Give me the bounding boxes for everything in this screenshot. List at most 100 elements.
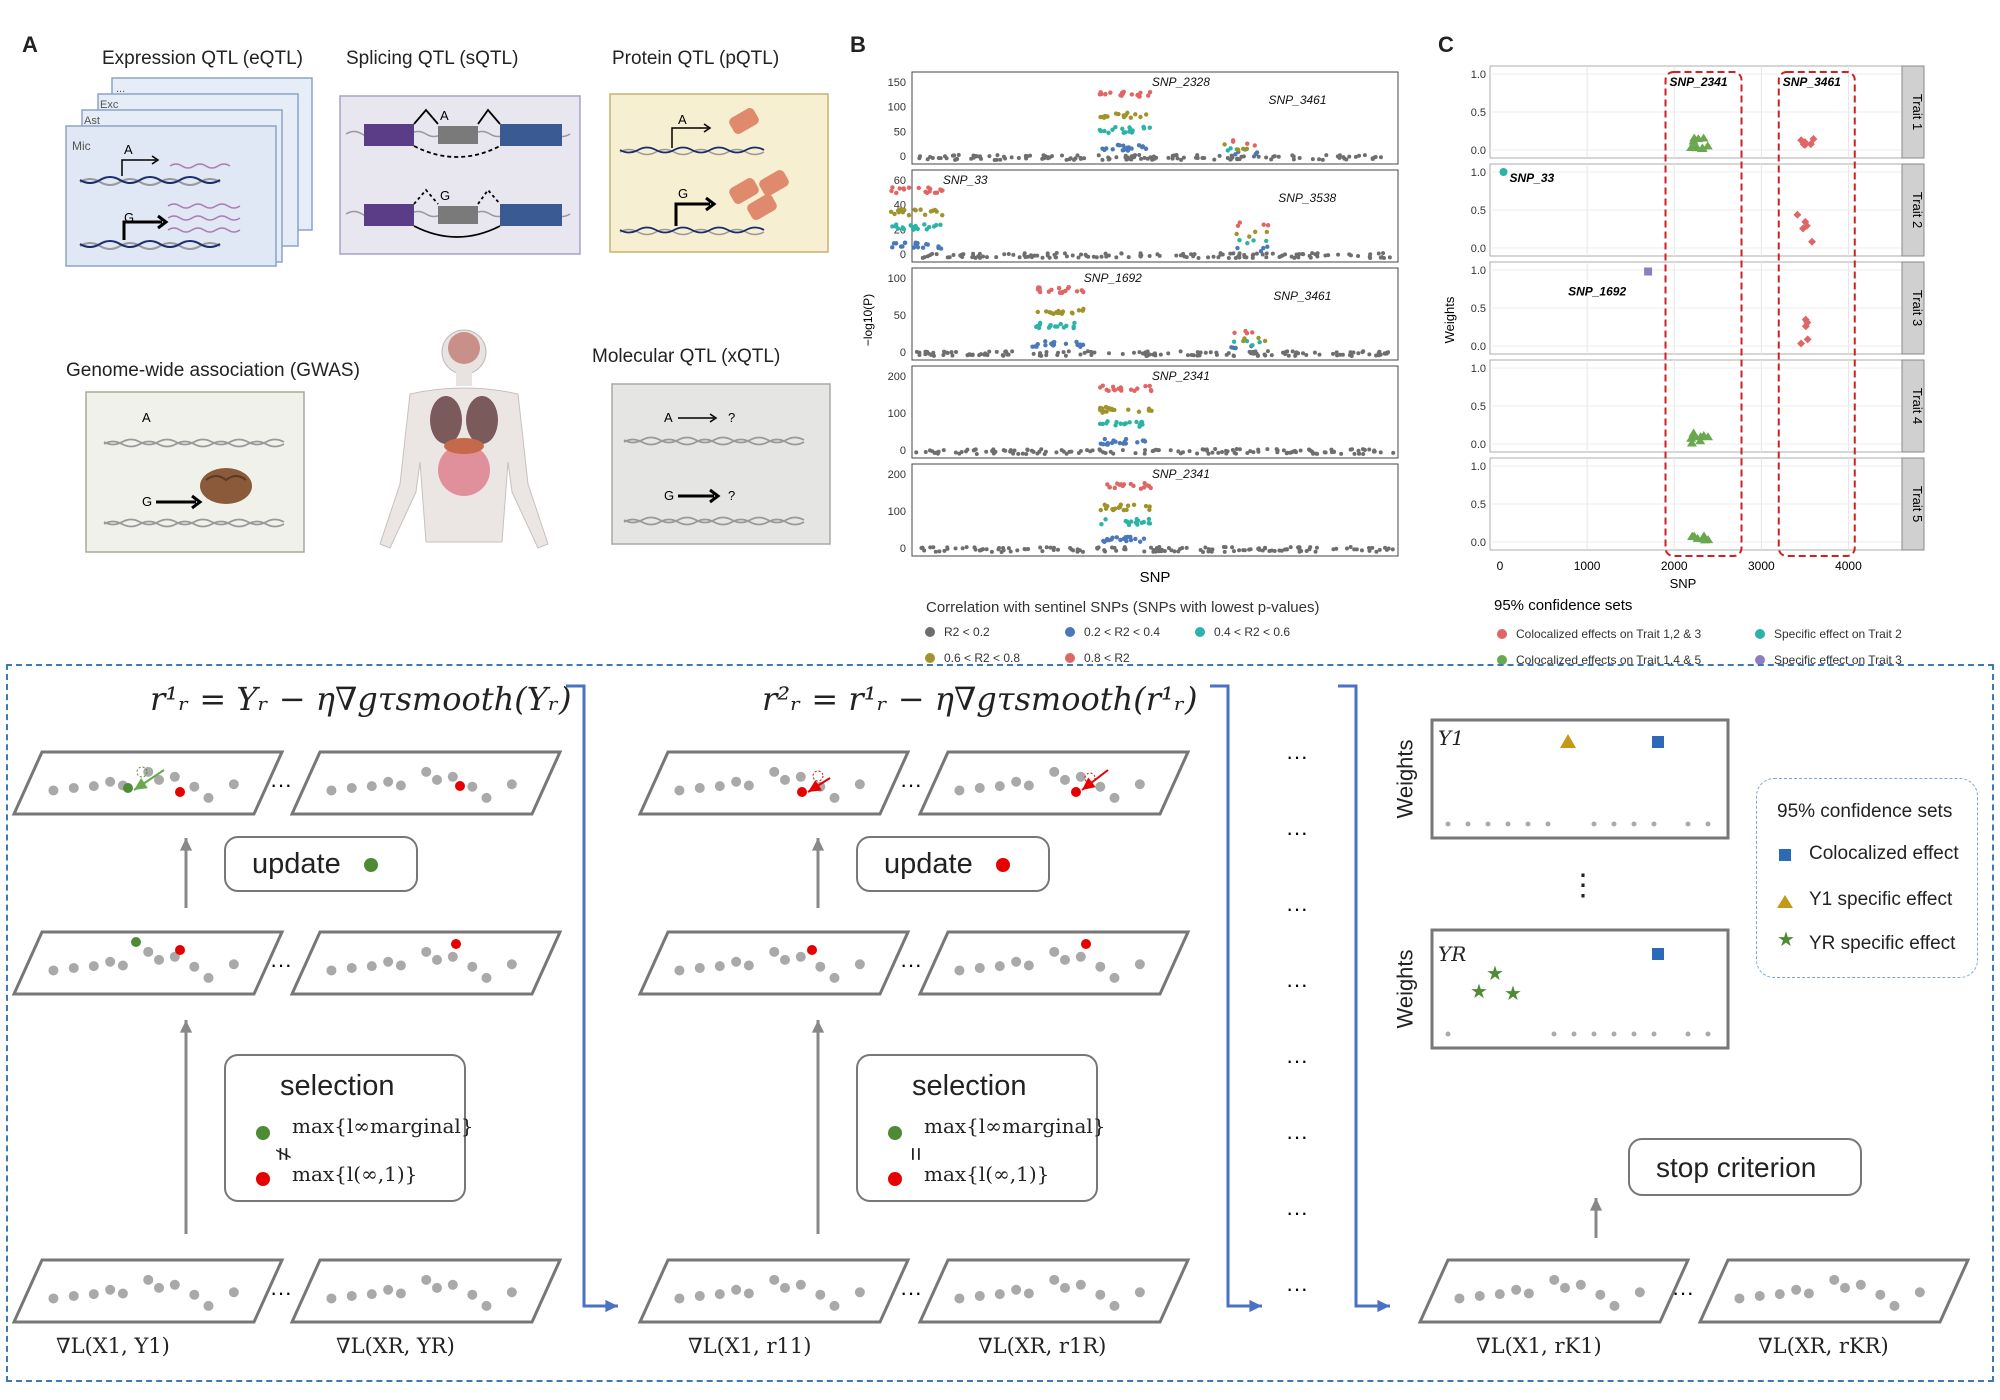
snp-point	[1118, 386, 1124, 391]
weight-point	[1445, 821, 1451, 827]
sqtl-allele-g: G	[440, 188, 450, 203]
snp-point	[1107, 485, 1113, 490]
feature-point	[714, 1289, 725, 1300]
snp-point	[987, 349, 992, 354]
grad-label-3b: ∇L(XR, rKR)	[1758, 1334, 1889, 1358]
snp-point	[1022, 251, 1027, 256]
snp-point	[984, 449, 989, 454]
y-tick-label: 50	[894, 310, 906, 322]
snp-point	[1045, 251, 1050, 256]
dots-separator: ···	[900, 772, 922, 797]
snp-point	[1174, 253, 1179, 258]
weight-point	[1551, 1031, 1557, 1037]
plane-col2	[637, 750, 911, 816]
feature-point	[731, 1284, 742, 1295]
feature-point	[169, 951, 180, 962]
equation-step1: r¹ᵣ = Yᵣ − η∇gτsmooth(Yᵣ)	[150, 680, 572, 718]
feature-point	[743, 960, 754, 971]
x-axis-label: SNP	[1140, 569, 1171, 586]
snp-point	[1127, 125, 1132, 130]
y-tick-label: 100	[888, 408, 906, 420]
snp-point	[1141, 126, 1147, 131]
feature-point	[326, 965, 337, 976]
snp-point	[941, 448, 946, 453]
feature-point	[346, 1290, 357, 1301]
snp-point	[1119, 90, 1125, 95]
snp-point	[1145, 156, 1150, 161]
snp-point	[1123, 441, 1128, 446]
snp-point	[1069, 547, 1074, 552]
snp-point	[1233, 451, 1238, 456]
snp-point	[1377, 349, 1382, 354]
feature-point	[1855, 1279, 1866, 1290]
flow-arrow-head	[179, 838, 193, 851]
feature-point	[1454, 1293, 1465, 1304]
weight-point	[1499, 168, 1508, 176]
snp-point	[1032, 253, 1037, 258]
snp-point	[1129, 146, 1134, 151]
box-label: SNP_3461	[1783, 75, 1841, 89]
snp-point	[1047, 309, 1052, 315]
algorithm-frame	[6, 664, 1994, 1382]
bottom-legend-item-3: YR specific effect	[1809, 933, 1956, 954]
snp-point	[1178, 349, 1183, 354]
snp-point	[1297, 155, 1302, 160]
dots-separator: ···	[1286, 820, 1308, 845]
snp-point	[1050, 343, 1056, 348]
snp-point	[1247, 234, 1252, 239]
red-point	[1071, 787, 1081, 797]
feature-point	[743, 1288, 754, 1299]
snp-point	[1205, 448, 1210, 453]
snp-point	[1085, 349, 1090, 354]
weight-point	[1465, 821, 1471, 827]
plane-col2	[637, 930, 911, 996]
snp-point	[1081, 289, 1086, 295]
trait-strip	[1901, 261, 1925, 355]
snp-point	[1390, 547, 1395, 552]
snp-point	[1168, 448, 1173, 453]
trait-strip	[1901, 457, 1925, 551]
feature-point	[994, 961, 1005, 972]
weight-point	[1801, 322, 1810, 331]
snp-point	[998, 157, 1003, 162]
feature-point	[1095, 1289, 1106, 1300]
snp-point	[1063, 353, 1068, 358]
snp-point	[937, 549, 942, 554]
y-tick-label: 0	[900, 347, 906, 359]
feature-point	[506, 779, 517, 790]
red-dot-icon	[996, 858, 1010, 872]
snp-point	[1067, 449, 1072, 454]
snp-point	[1133, 112, 1138, 117]
snp-point	[940, 212, 945, 218]
snp-point	[1367, 546, 1372, 551]
feature-point	[1774, 1289, 1785, 1300]
feature-point	[994, 781, 1005, 792]
snp-point	[1011, 252, 1016, 257]
snp-point	[938, 156, 943, 161]
snp-point	[1124, 157, 1129, 162]
snp-point	[1073, 156, 1078, 161]
legend-swatch	[1755, 655, 1765, 665]
update-arrow-green-head	[134, 777, 148, 790]
snp-point	[1224, 451, 1229, 456]
eqtl-allele-a: A	[124, 142, 133, 157]
red-point	[807, 945, 817, 955]
snp-point	[1195, 350, 1200, 355]
snp-point	[1362, 153, 1367, 158]
snp-point	[1247, 349, 1252, 354]
snp-point	[1131, 350, 1136, 355]
snp-point	[1121, 143, 1126, 148]
feature-point	[1011, 1284, 1022, 1295]
snp-point	[1300, 251, 1305, 256]
feature-point	[48, 1293, 59, 1304]
snp-point	[1043, 342, 1048, 348]
y1-label: Y1	[1438, 726, 1464, 750]
flow-arrow-head	[179, 1020, 193, 1033]
snp-point	[987, 154, 992, 159]
snp-point	[1264, 155, 1269, 160]
weight-point	[1703, 432, 1714, 441]
snp-point	[1203, 545, 1208, 550]
dots-separator: ···	[270, 1280, 292, 1305]
snp-point	[1244, 146, 1250, 151]
snp-point	[911, 245, 917, 250]
